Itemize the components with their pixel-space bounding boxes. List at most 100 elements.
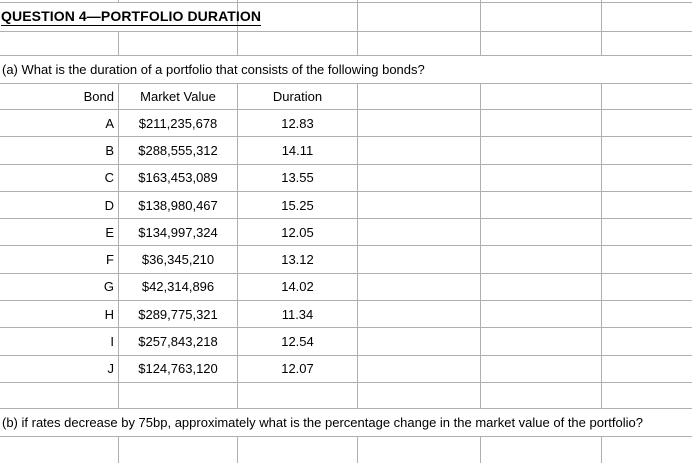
cell-empty[interactable] xyxy=(602,437,692,463)
cell-empty[interactable] xyxy=(358,191,481,220)
header-duration: Duration xyxy=(272,89,323,104)
cell-empty[interactable] xyxy=(602,246,692,274)
cell-empty[interactable] xyxy=(602,274,692,302)
cell-duration[interactable]: 12.05 xyxy=(238,219,358,247)
cell-empty[interactable] xyxy=(358,3,481,32)
cell-empty[interactable] xyxy=(602,219,692,247)
cell-empty[interactable] xyxy=(602,301,692,329)
cell-empty[interactable] xyxy=(481,84,602,110)
cell-duration[interactable]: 12.83 xyxy=(238,110,358,138)
question-a-cell[interactable]: (a) What is the duration of a portfolio … xyxy=(0,56,692,84)
cell-empty[interactable] xyxy=(481,382,602,409)
cell-duration[interactable]: 14.02 xyxy=(238,273,358,302)
cell-empty[interactable] xyxy=(119,32,238,56)
cell-empty[interactable] xyxy=(481,301,602,329)
cell-duration[interactable]: 12.54 xyxy=(238,328,358,356)
cell-empty[interactable] xyxy=(602,3,692,32)
cell-empty[interactable] xyxy=(358,32,481,56)
duration-value: 12.54 xyxy=(281,334,314,350)
cell-bond[interactable]: G xyxy=(0,273,119,302)
cell-empty[interactable] xyxy=(602,356,692,383)
cell-market-value[interactable]: $138,980,467 xyxy=(119,191,238,220)
cell-empty[interactable] xyxy=(481,219,602,247)
cell-bond[interactable]: A xyxy=(0,110,119,138)
cell-empty[interactable] xyxy=(602,383,692,409)
cell-empty[interactable] xyxy=(602,192,692,220)
cell-empty[interactable] xyxy=(481,32,602,56)
cell-market-value[interactable]: $211,235,678 xyxy=(119,110,238,138)
cell-market-value[interactable]: $124,763,120 xyxy=(119,355,238,383)
cell-empty[interactable] xyxy=(358,382,481,409)
cell-empty[interactable] xyxy=(358,110,481,138)
title-cell[interactable]: QUESTION 4—PORTFOLIO DURATION xyxy=(0,3,262,32)
cell-empty[interactable] xyxy=(358,84,481,110)
cell-empty[interactable] xyxy=(238,382,358,409)
cell-duration[interactable]: 13.55 xyxy=(238,164,358,192)
cell-empty[interactable] xyxy=(481,164,602,192)
cell-duration[interactable]: 12.07 xyxy=(238,355,358,383)
cell-empty[interactable] xyxy=(0,0,119,3)
question-b-cell[interactable]: (b) if rates decrease by 75bp, approxima… xyxy=(0,409,692,437)
cell-empty[interactable] xyxy=(481,328,602,356)
header-duration-cell[interactable]: Duration xyxy=(238,84,358,110)
cell-empty[interactable] xyxy=(358,301,481,329)
cell-empty[interactable] xyxy=(481,191,602,220)
cell-bond[interactable]: H xyxy=(0,301,119,329)
cell-empty[interactable] xyxy=(602,84,692,110)
cell-market-value[interactable]: $289,775,321 xyxy=(119,301,238,329)
cell-bond[interactable]: E xyxy=(0,219,119,247)
cell-empty[interactable] xyxy=(481,246,602,274)
cell-empty[interactable] xyxy=(481,137,602,165)
cell-bond[interactable]: F xyxy=(0,246,119,274)
cell-empty[interactable] xyxy=(602,165,692,192)
cell-empty[interactable] xyxy=(358,436,481,463)
cell-empty[interactable] xyxy=(481,0,602,3)
cell-bond[interactable]: J xyxy=(0,355,119,383)
cell-empty[interactable] xyxy=(119,0,238,3)
cell-bond[interactable]: C xyxy=(0,164,119,192)
cell-empty[interactable] xyxy=(358,0,481,3)
cell-empty[interactable] xyxy=(358,246,481,274)
cell-empty[interactable] xyxy=(238,0,358,3)
cell-empty[interactable] xyxy=(602,328,692,356)
cell-empty[interactable] xyxy=(119,436,238,463)
bond-label: H xyxy=(104,306,114,322)
cell-duration[interactable]: 14.11 xyxy=(238,137,358,165)
cell-empty[interactable] xyxy=(358,137,481,165)
cell-duration[interactable]: 15.25 xyxy=(238,191,358,220)
cell-empty[interactable] xyxy=(119,382,238,409)
cell-duration[interactable]: 13.12 xyxy=(238,246,358,274)
cell-market-value[interactable]: $257,843,218 xyxy=(119,328,238,356)
cell-empty[interactable] xyxy=(481,355,602,383)
cell-empty[interactable] xyxy=(238,436,358,463)
header-bond-cell[interactable]: Bond xyxy=(0,84,119,110)
cell-bond[interactable]: I xyxy=(0,328,119,356)
cell-market-value[interactable]: $42,314,896 xyxy=(119,273,238,302)
cell-empty[interactable] xyxy=(358,328,481,356)
cell-empty[interactable] xyxy=(481,273,602,302)
cell-empty[interactable] xyxy=(358,164,481,192)
cell-market-value[interactable]: $36,345,210 xyxy=(119,246,238,274)
cell-market-value[interactable]: $134,997,324 xyxy=(119,219,238,247)
cell-empty[interactable] xyxy=(0,436,119,463)
cell-bond[interactable]: D xyxy=(0,191,119,220)
cell-market-value[interactable]: $288,555,312 xyxy=(119,137,238,165)
cell-bond[interactable]: B xyxy=(0,137,119,165)
cell-duration[interactable]: 11.34 xyxy=(238,301,358,329)
cell-empty[interactable] xyxy=(358,219,481,247)
cell-empty[interactable] xyxy=(481,3,602,32)
cell-empty[interactable] xyxy=(602,0,692,3)
cell-empty[interactable] xyxy=(0,32,119,56)
cell-empty[interactable] xyxy=(358,273,481,302)
cell-empty[interactable] xyxy=(238,32,358,56)
cell-empty[interactable] xyxy=(0,382,119,409)
cell-empty[interactable] xyxy=(358,355,481,383)
cell-empty[interactable] xyxy=(238,3,358,32)
cell-empty[interactable] xyxy=(481,436,602,463)
cell-empty[interactable] xyxy=(602,110,692,138)
header-market-value-cell[interactable]: Market Value xyxy=(119,84,238,110)
cell-empty[interactable] xyxy=(481,110,602,138)
cell-market-value[interactable]: $163,453,089 xyxy=(119,164,238,192)
cell-empty[interactable] xyxy=(602,32,692,56)
cell-empty[interactable] xyxy=(602,137,692,165)
